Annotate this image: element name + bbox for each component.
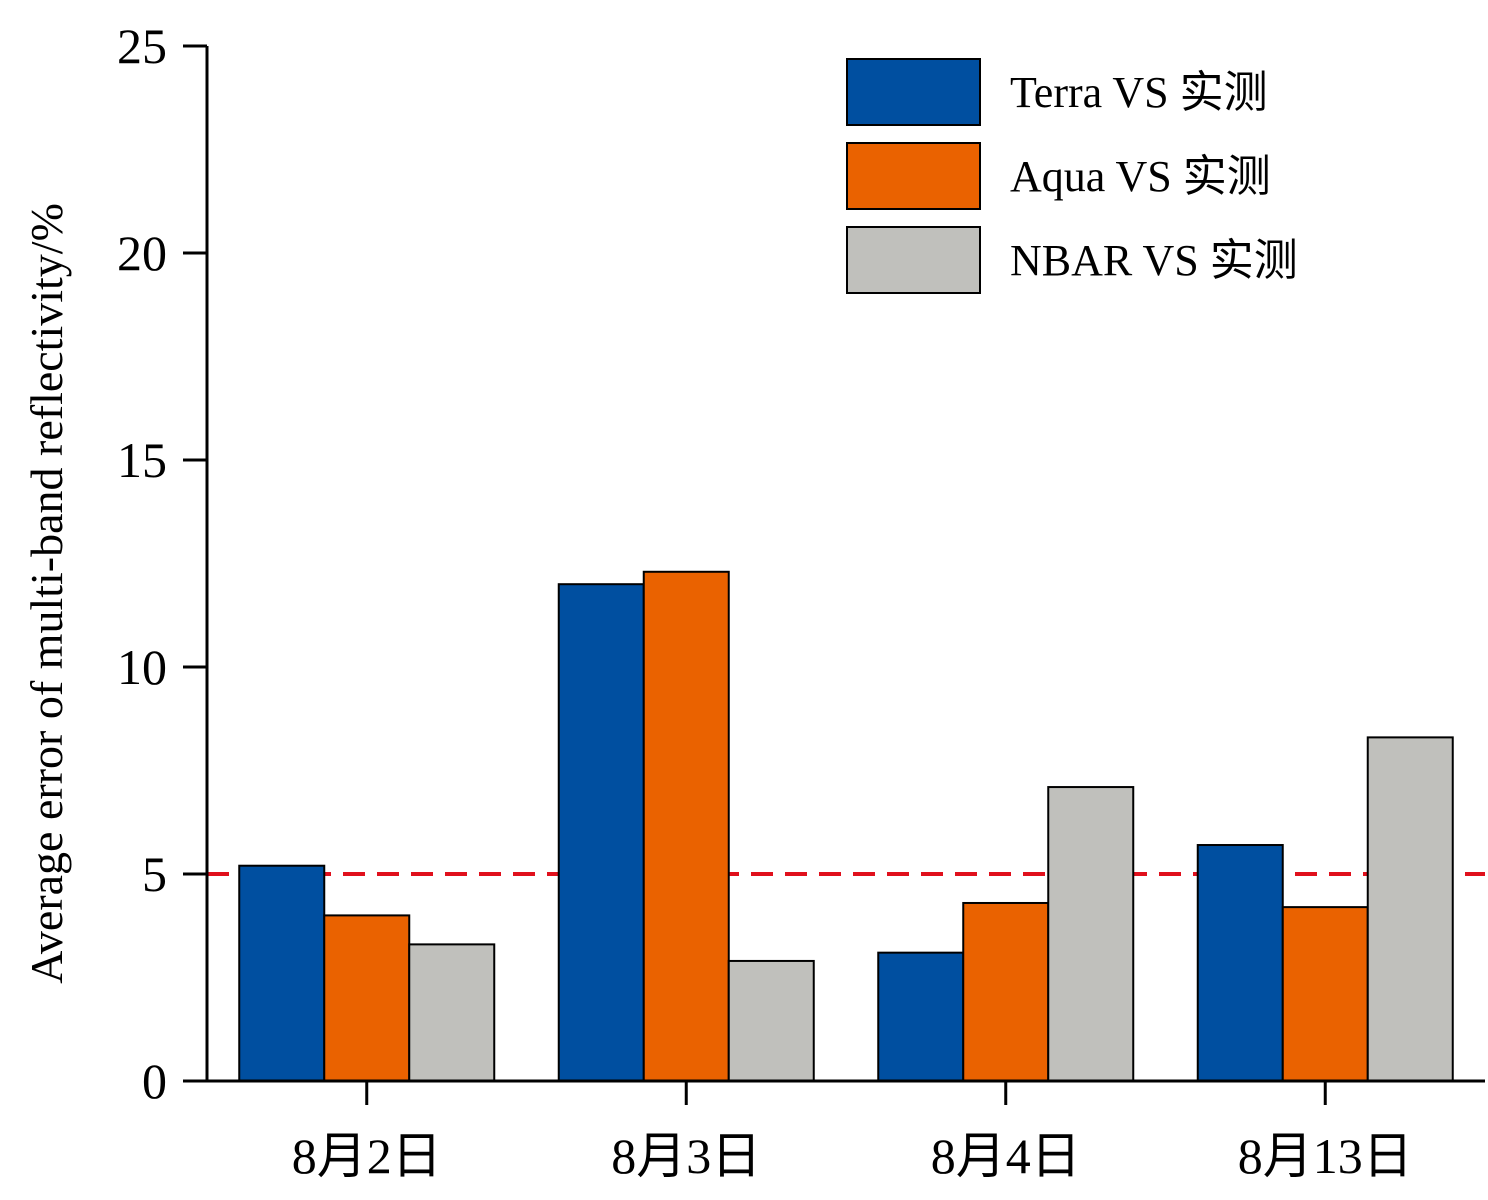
bar [1281,906,1369,1082]
bar [1366,736,1454,1082]
legend-label: Aqua VS 实测 [1010,152,1271,201]
legend-label: NBAR VS 实测 [1010,236,1298,285]
y-tick-label: 20 [117,225,167,281]
bar [1196,844,1284,1083]
legend-swatch [846,142,981,210]
x-tick-label: 8月2日 [292,1128,442,1184]
bars-group [238,570,1454,1083]
legend: Terra VS 实测 Aqua VS 实测 NBAR VS 实测 [846,58,1298,294]
y-axis-title: Average error of multi-band reflectivity… [21,203,72,984]
y-tick-label: 0 [142,1053,167,1109]
legend-swatch [846,58,981,126]
x-tick-label: 8月3日 [611,1128,761,1184]
y-ticks-group: 0 5 10 15 20 25 [117,18,207,1109]
bar [1047,786,1135,1082]
y-tick-label: 10 [117,639,167,695]
bar [323,914,411,1083]
bar [727,959,815,1082]
y-tick-label: 15 [117,432,167,488]
x-ticks-group: 8月2日 8月3日 8月4日 8月13日 [292,1081,1413,1184]
bar [642,570,730,1083]
bar [408,943,496,1082]
bar [877,951,965,1082]
bar [962,901,1050,1082]
y-tick-label: 25 [117,18,167,74]
legend-swatch [846,226,981,294]
bar [238,864,326,1082]
x-tick-label: 8月4日 [931,1128,1081,1184]
y-tick-label: 5 [142,846,167,902]
axes-group [205,46,1485,1083]
x-tick-label: 8月13日 [1238,1128,1413,1184]
legend-label: Terra VS 实测 [1010,68,1268,117]
bar [557,583,645,1082]
